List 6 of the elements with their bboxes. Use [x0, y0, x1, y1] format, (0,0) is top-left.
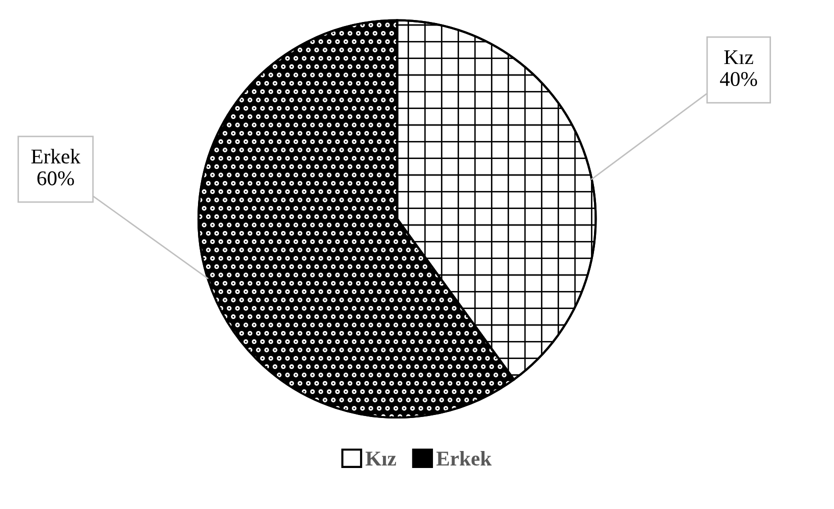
data-label: 60% — [37, 171, 74, 186]
data-label: 40% — [720, 72, 758, 86]
legend-label: Kız — [366, 452, 396, 466]
legend-label: Erkek — [436, 450, 492, 466]
slice-label: Kız — [724, 50, 754, 64]
slice-label: Erkek — [31, 148, 80, 164]
